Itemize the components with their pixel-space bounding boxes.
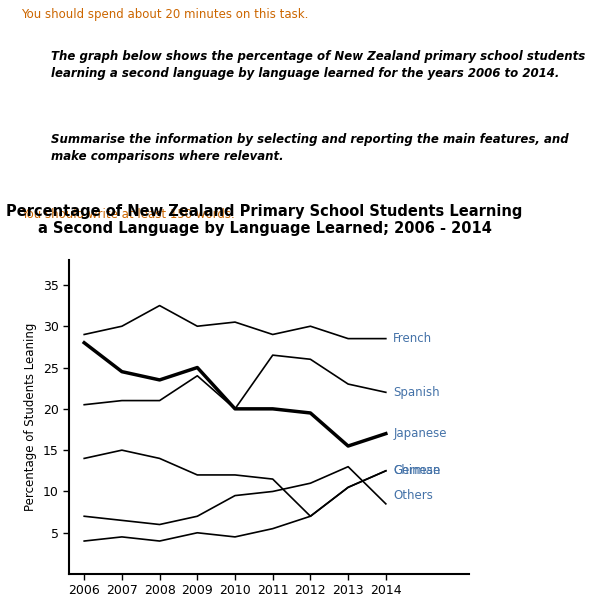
Text: You should spend about 20 minutes on this task.: You should spend about 20 minutes on thi…	[21, 8, 308, 20]
Y-axis label: Percentage of Students Leaning: Percentage of Students Leaning	[24, 323, 37, 511]
Text: Chinese: Chinese	[394, 464, 441, 477]
Text: Summarise the information by selecting and reporting the main features, and
make: Summarise the information by selecting a…	[51, 133, 569, 163]
Text: French: French	[394, 332, 433, 345]
Text: You should write at least 150 words.: You should write at least 150 words.	[21, 209, 235, 221]
Text: Others: Others	[394, 489, 433, 502]
Text: Japanese: Japanese	[394, 427, 447, 440]
Text: The graph below shows the percentage of New Zealand primary school students
lear: The graph below shows the percentage of …	[51, 50, 585, 80]
Text: Spanish: Spanish	[394, 386, 440, 399]
Text: German: German	[394, 464, 441, 477]
Text: Percentage of New Zealand Primary School Students Learning
a Second Language by : Percentage of New Zealand Primary School…	[6, 204, 523, 236]
